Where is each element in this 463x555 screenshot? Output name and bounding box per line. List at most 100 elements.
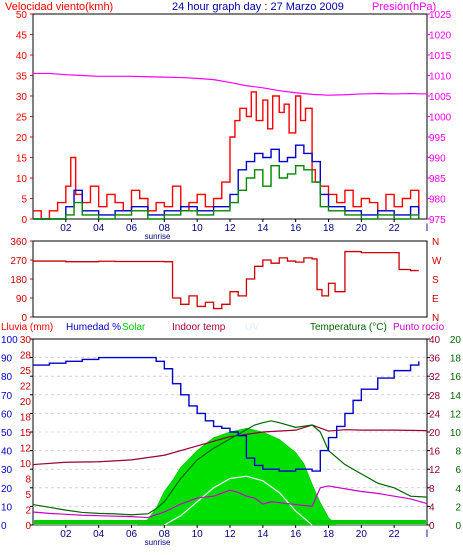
rain-y-tick: 10	[20, 459, 32, 470]
wind-direction-series	[33, 250, 419, 310]
temp-y-tick: 8	[429, 484, 435, 495]
temp-alt-y-tick: 4	[455, 484, 461, 495]
rain-y-tick: 5	[25, 490, 31, 501]
temp-y-tick: 4	[429, 502, 435, 513]
temp-x-end-tick: l	[426, 529, 428, 540]
temp-x-tick: 06	[126, 529, 138, 540]
pressure-y-tick: 1020	[429, 31, 452, 42]
pressure-y-tick: 995	[429, 133, 446, 144]
wind-y-tick: 50	[16, 10, 28, 21]
temp-alt-y-tick: 18	[450, 354, 462, 365]
temp-alt-y-tick: 2	[455, 502, 461, 513]
wind-x-tick: 14	[257, 223, 269, 234]
wind-pressure-panel	[32, 13, 428, 220]
wind-y-tick: 25	[16, 113, 28, 124]
temp-y-tick: 20	[429, 428, 441, 439]
wind-y-tick: 15	[16, 154, 28, 165]
temp-y-tick: 32	[429, 372, 441, 383]
wind-x-tick: 08	[159, 223, 171, 234]
pressure-y-tick: 980	[429, 195, 446, 206]
wind-x-tick: 12	[224, 223, 236, 234]
humidity-label: Humedad %	[66, 322, 121, 333]
temp-y-tick: 12	[429, 465, 441, 476]
wind-x-tick: 06	[126, 223, 138, 234]
rain-y-tick: 20	[20, 397, 32, 408]
rain-label: Lluvia (mm)	[1, 322, 53, 333]
temp-y-tick: 28	[429, 391, 441, 402]
temperature-label: Temperatura (°C)	[310, 322, 387, 333]
wind-y-tick: 35	[16, 72, 28, 83]
temp-x-tick: 02	[60, 529, 72, 540]
temp-alt-y-tick: 20	[450, 335, 462, 346]
uv-label: UV	[245, 322, 259, 333]
humidity-y-tick: 90	[1, 354, 13, 365]
indoor-temp-series	[32, 424, 428, 466]
indoor-temp-label: Indoor temp	[172, 322, 226, 333]
wind-y-tick: 30	[16, 92, 28, 103]
temp-x-tick: 16	[290, 529, 302, 540]
wind-x-tick: 10	[192, 223, 204, 234]
pressure-y-tick: 1000	[429, 113, 452, 124]
pressure-label: Presión(hPa)	[372, 1, 436, 13]
direction-y-tick: 180	[10, 275, 27, 286]
temp-y-tick: 24	[429, 409, 441, 420]
humidity-y-tick: 50	[1, 428, 13, 439]
compass-label: W	[432, 256, 442, 267]
pressure-y-tick: 985	[429, 174, 446, 185]
wind-speed-label: Velocidad viento(kmh)	[5, 1, 113, 13]
pressure-y-tick: 1015	[429, 51, 452, 62]
temp-alt-y-tick: 8	[455, 447, 461, 458]
temp-x-tick: 22	[389, 529, 401, 540]
solar-radiation-area	[33, 427, 427, 526]
temp-x-tick: 08	[159, 529, 171, 540]
wind-x-end-tick: l	[426, 223, 428, 234]
rain-y-tick: 28	[20, 351, 32, 362]
humidity-y-tick: 30	[1, 465, 13, 476]
direction-y-tick: 90	[16, 294, 28, 305]
pressure-y-tick: 1005	[429, 92, 452, 103]
compass-label: N	[432, 237, 439, 248]
temp-alt-y-tick: 0	[455, 521, 461, 532]
chart-title: 24 hour graph day : 27 Marzo 2009	[172, 1, 344, 13]
wind-x-tick: 04	[93, 223, 105, 234]
humidity-y-tick: 100	[1, 335, 18, 346]
wind-x-tick: 22	[389, 223, 401, 234]
wind-y-tick: 0	[21, 215, 27, 226]
pressure-y-tick: 1010	[429, 72, 452, 83]
wind-low-series	[33, 165, 420, 220]
rain-y-tick: 8	[25, 475, 31, 486]
temp-x-tick: 14	[257, 529, 269, 540]
temp-alt-y-tick: 12	[450, 409, 462, 420]
rain-y-tick: 2	[25, 506, 31, 517]
humidity-y-tick: 80	[1, 372, 13, 383]
wind-y-tick: 40	[16, 51, 28, 62]
humidity-y-tick: 40	[1, 447, 13, 458]
wind-x-tick: 20	[356, 223, 368, 234]
pressure-y-tick: 990	[429, 154, 446, 165]
direction-y-tick: 0	[21, 313, 27, 324]
wind-x-tick: 02	[60, 223, 72, 234]
temp-y-tick: 36	[429, 354, 441, 365]
temp-x-tick: 04	[93, 529, 105, 540]
sunrise-label: sunrise	[145, 232, 171, 241]
direction-y-tick: 360	[10, 237, 27, 248]
compass-label: S	[432, 275, 439, 286]
rain-y-tick: 22	[20, 382, 32, 393]
wind-y-tick: 5	[21, 195, 27, 206]
humidity-y-tick: 10	[1, 502, 13, 513]
temp-x-tick: 20	[356, 529, 368, 540]
humidity-y-tick: 20	[1, 484, 13, 495]
rain-y-tick: 12	[20, 444, 32, 455]
compass-label: N	[432, 313, 439, 324]
rain-y-tick: 25	[20, 366, 32, 377]
temp-x-tick: 10	[192, 529, 204, 540]
temp-y-tick: 40	[429, 335, 441, 346]
rain-y-tick: 15	[20, 428, 32, 439]
wind-x-tick: 18	[323, 223, 335, 234]
solar-label: Solar	[122, 322, 146, 333]
temp-alt-y-tick: 14	[450, 391, 462, 402]
temp-alt-y-tick: 16	[450, 372, 462, 383]
temperature-series	[32, 420, 428, 516]
pressure-series	[33, 72, 428, 96]
